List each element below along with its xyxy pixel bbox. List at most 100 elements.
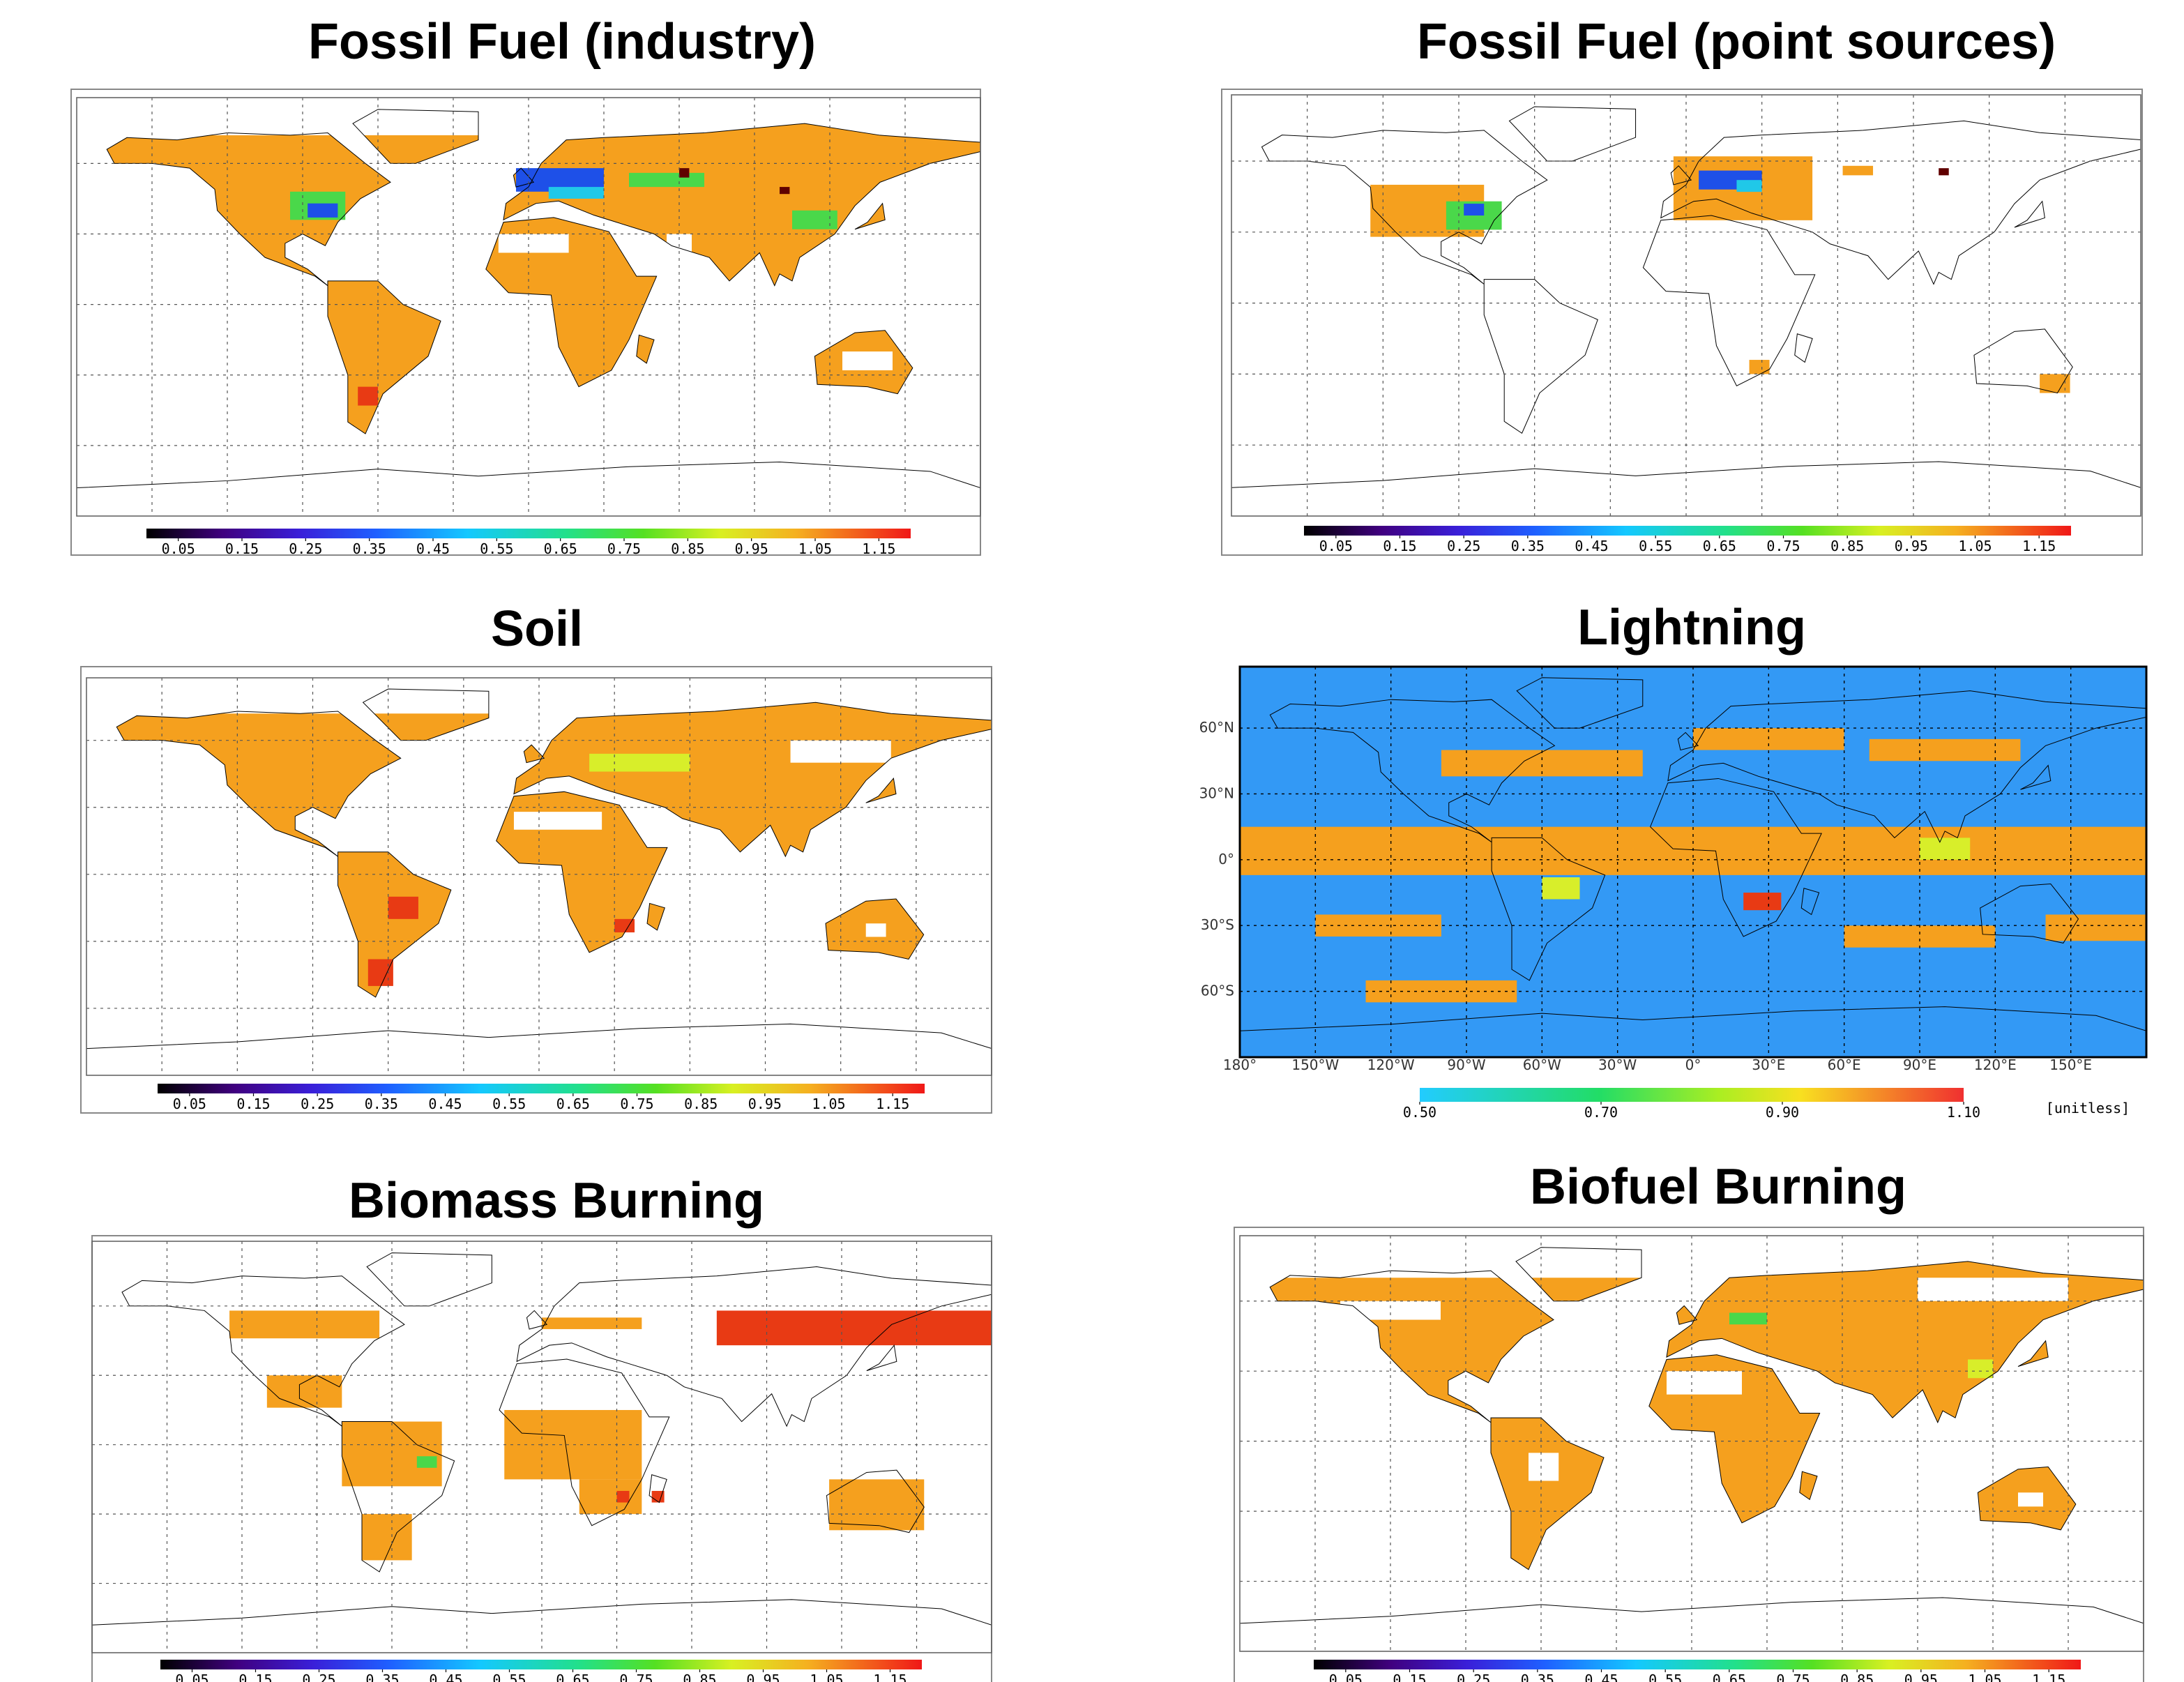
colorbar-label: 1.15 — [873, 1672, 907, 1682]
colorbar-label: 0.55 — [492, 1672, 526, 1682]
page: {"panels": [ {"title": "Fossil Fuel (ind… — [0, 0, 2184, 1682]
colorbar-label: 0.05 — [1319, 538, 1353, 554]
field-patch — [1729, 1312, 1767, 1324]
field-patch — [388, 897, 418, 919]
field-patch — [1844, 925, 1996, 947]
field-patch — [1968, 1359, 1993, 1378]
field-patch — [1340, 1301, 1441, 1320]
colorbar-label: 0.85 — [683, 1672, 716, 1682]
field-patch — [358, 387, 378, 406]
colorbar — [1314, 1660, 2081, 1669]
field-patch — [842, 351, 893, 370]
colorbar-label: 0.95 — [1895, 538, 1928, 554]
lat-label: 60°N — [1199, 719, 1234, 736]
field-patch — [1667, 1371, 1742, 1394]
lon-label: 120°E — [1974, 1056, 2017, 1073]
colorbar-label: 0.25 — [1457, 1672, 1490, 1682]
lon-label: 120°W — [1367, 1056, 1415, 1073]
lon-label: 180° — [1223, 1056, 1257, 1073]
colorbar-label: 0.85 — [684, 1096, 718, 1112]
colorbar — [1420, 1088, 1964, 1102]
colorbar-label: 0.90 — [1766, 1104, 1799, 1121]
colorbar-label: 0.15 — [236, 1096, 270, 1112]
colorbar-label: 0.55 — [480, 540, 513, 557]
map — [77, 93, 980, 487]
field-patch — [2018, 1492, 2043, 1506]
field-patch — [589, 754, 690, 772]
panel-title: Soil — [491, 601, 583, 657]
colorbar-label: 0.65 — [1703, 538, 1736, 554]
field-patch — [791, 741, 891, 763]
colorbar-label: 0.15 — [225, 540, 259, 557]
field-patch — [1870, 739, 2021, 761]
colorbar-label: 1.05 — [812, 1096, 845, 1112]
colorbar-label: 1.10 — [1947, 1104, 1980, 1121]
colorbar-label: 1.15 — [2032, 1672, 2065, 1682]
field-patch — [866, 923, 886, 937]
colorbar-label: 0.05 — [175, 1672, 208, 1682]
land-fill — [107, 109, 980, 434]
field-patch — [2046, 915, 2146, 941]
lon-label: 60°W — [1523, 1056, 1561, 1073]
panel-title: Lightning — [1577, 600, 1806, 656]
lon-label: 0° — [1685, 1056, 1701, 1073]
colorbar-unit: [unitless] — [2046, 1100, 2130, 1116]
field-patch — [514, 812, 602, 830]
colorbar-label: 0.35 — [365, 1096, 398, 1112]
colorbar-label: 0.35 — [1511, 538, 1545, 554]
colorbar — [1304, 526, 2071, 536]
colorbar-label: 0.55 — [1639, 538, 1672, 554]
field-patch — [792, 211, 837, 229]
colorbar-label: 0.75 — [1776, 1672, 1810, 1682]
colorbar-label: 0.95 — [748, 1096, 782, 1112]
field-patch — [229, 1310, 379, 1338]
lat-label: 30°N — [1199, 785, 1234, 801]
colorbar-label: 0.35 — [353, 540, 386, 557]
colorbar-label: 0.85 — [1830, 538, 1864, 554]
colorbar-label: 0.05 — [162, 540, 195, 557]
colorbar-label: 0.05 — [1329, 1672, 1363, 1682]
field-patch — [549, 187, 604, 199]
colorbar-label: 0.85 — [671, 540, 704, 557]
colorbar-label: 0.95 — [1904, 1672, 1938, 1682]
colorbar-label: 0.70 — [1584, 1104, 1618, 1121]
lon-label: 150°W — [1291, 1056, 1339, 1073]
colorbar-label: 0.95 — [746, 1672, 780, 1682]
lon-label: 90°W — [1447, 1056, 1485, 1073]
colorbar-label: 0.25 — [1447, 538, 1480, 554]
colorbar-label: 0.45 — [1584, 1672, 1618, 1682]
colorbar-label: 0.65 — [556, 1672, 589, 1682]
field-patch — [829, 1479, 924, 1530]
colorbar-label: 0.15 — [238, 1672, 272, 1682]
figure: Fossil Fuel (industry)0.050.150.250.350.… — [0, 0, 2184, 1682]
lon-label: 30°W — [1598, 1056, 1637, 1073]
field-patch — [1464, 204, 1484, 215]
lon-label: 30°E — [1752, 1056, 1785, 1073]
field-patch — [499, 234, 569, 253]
colorbar — [158, 1084, 925, 1093]
field-patch — [368, 959, 393, 985]
colorbar-label: 0.45 — [428, 1096, 462, 1112]
colorbar-label: 1.05 — [798, 540, 832, 557]
field-patch — [579, 1479, 642, 1514]
colorbar-label: 0.50 — [1403, 1104, 1436, 1121]
colorbar-label: 0.65 — [544, 540, 577, 557]
colorbar — [160, 1660, 922, 1669]
lat-label: 0° — [1218, 851, 1234, 867]
colorbar-label: 0.75 — [607, 540, 641, 557]
field-patch — [1920, 838, 1970, 859]
colorbar-label: 0.25 — [301, 1096, 334, 1112]
field-patch — [679, 168, 689, 177]
lon-label: 150°E — [2049, 1056, 2092, 1073]
colorbar-label: 0.15 — [1393, 1672, 1426, 1682]
field-patch — [542, 1317, 642, 1329]
field-patch — [362, 1514, 412, 1560]
field-patch — [617, 1491, 630, 1503]
field-patch — [1529, 1453, 1559, 1480]
colorbar-label: 0.75 — [1766, 538, 1800, 554]
field-patch — [717, 1310, 992, 1345]
land-fill — [116, 689, 992, 997]
colorbar-label: 0.75 — [619, 1672, 653, 1682]
land-fill — [1261, 107, 2141, 433]
colorbar-label: 0.75 — [620, 1096, 653, 1112]
